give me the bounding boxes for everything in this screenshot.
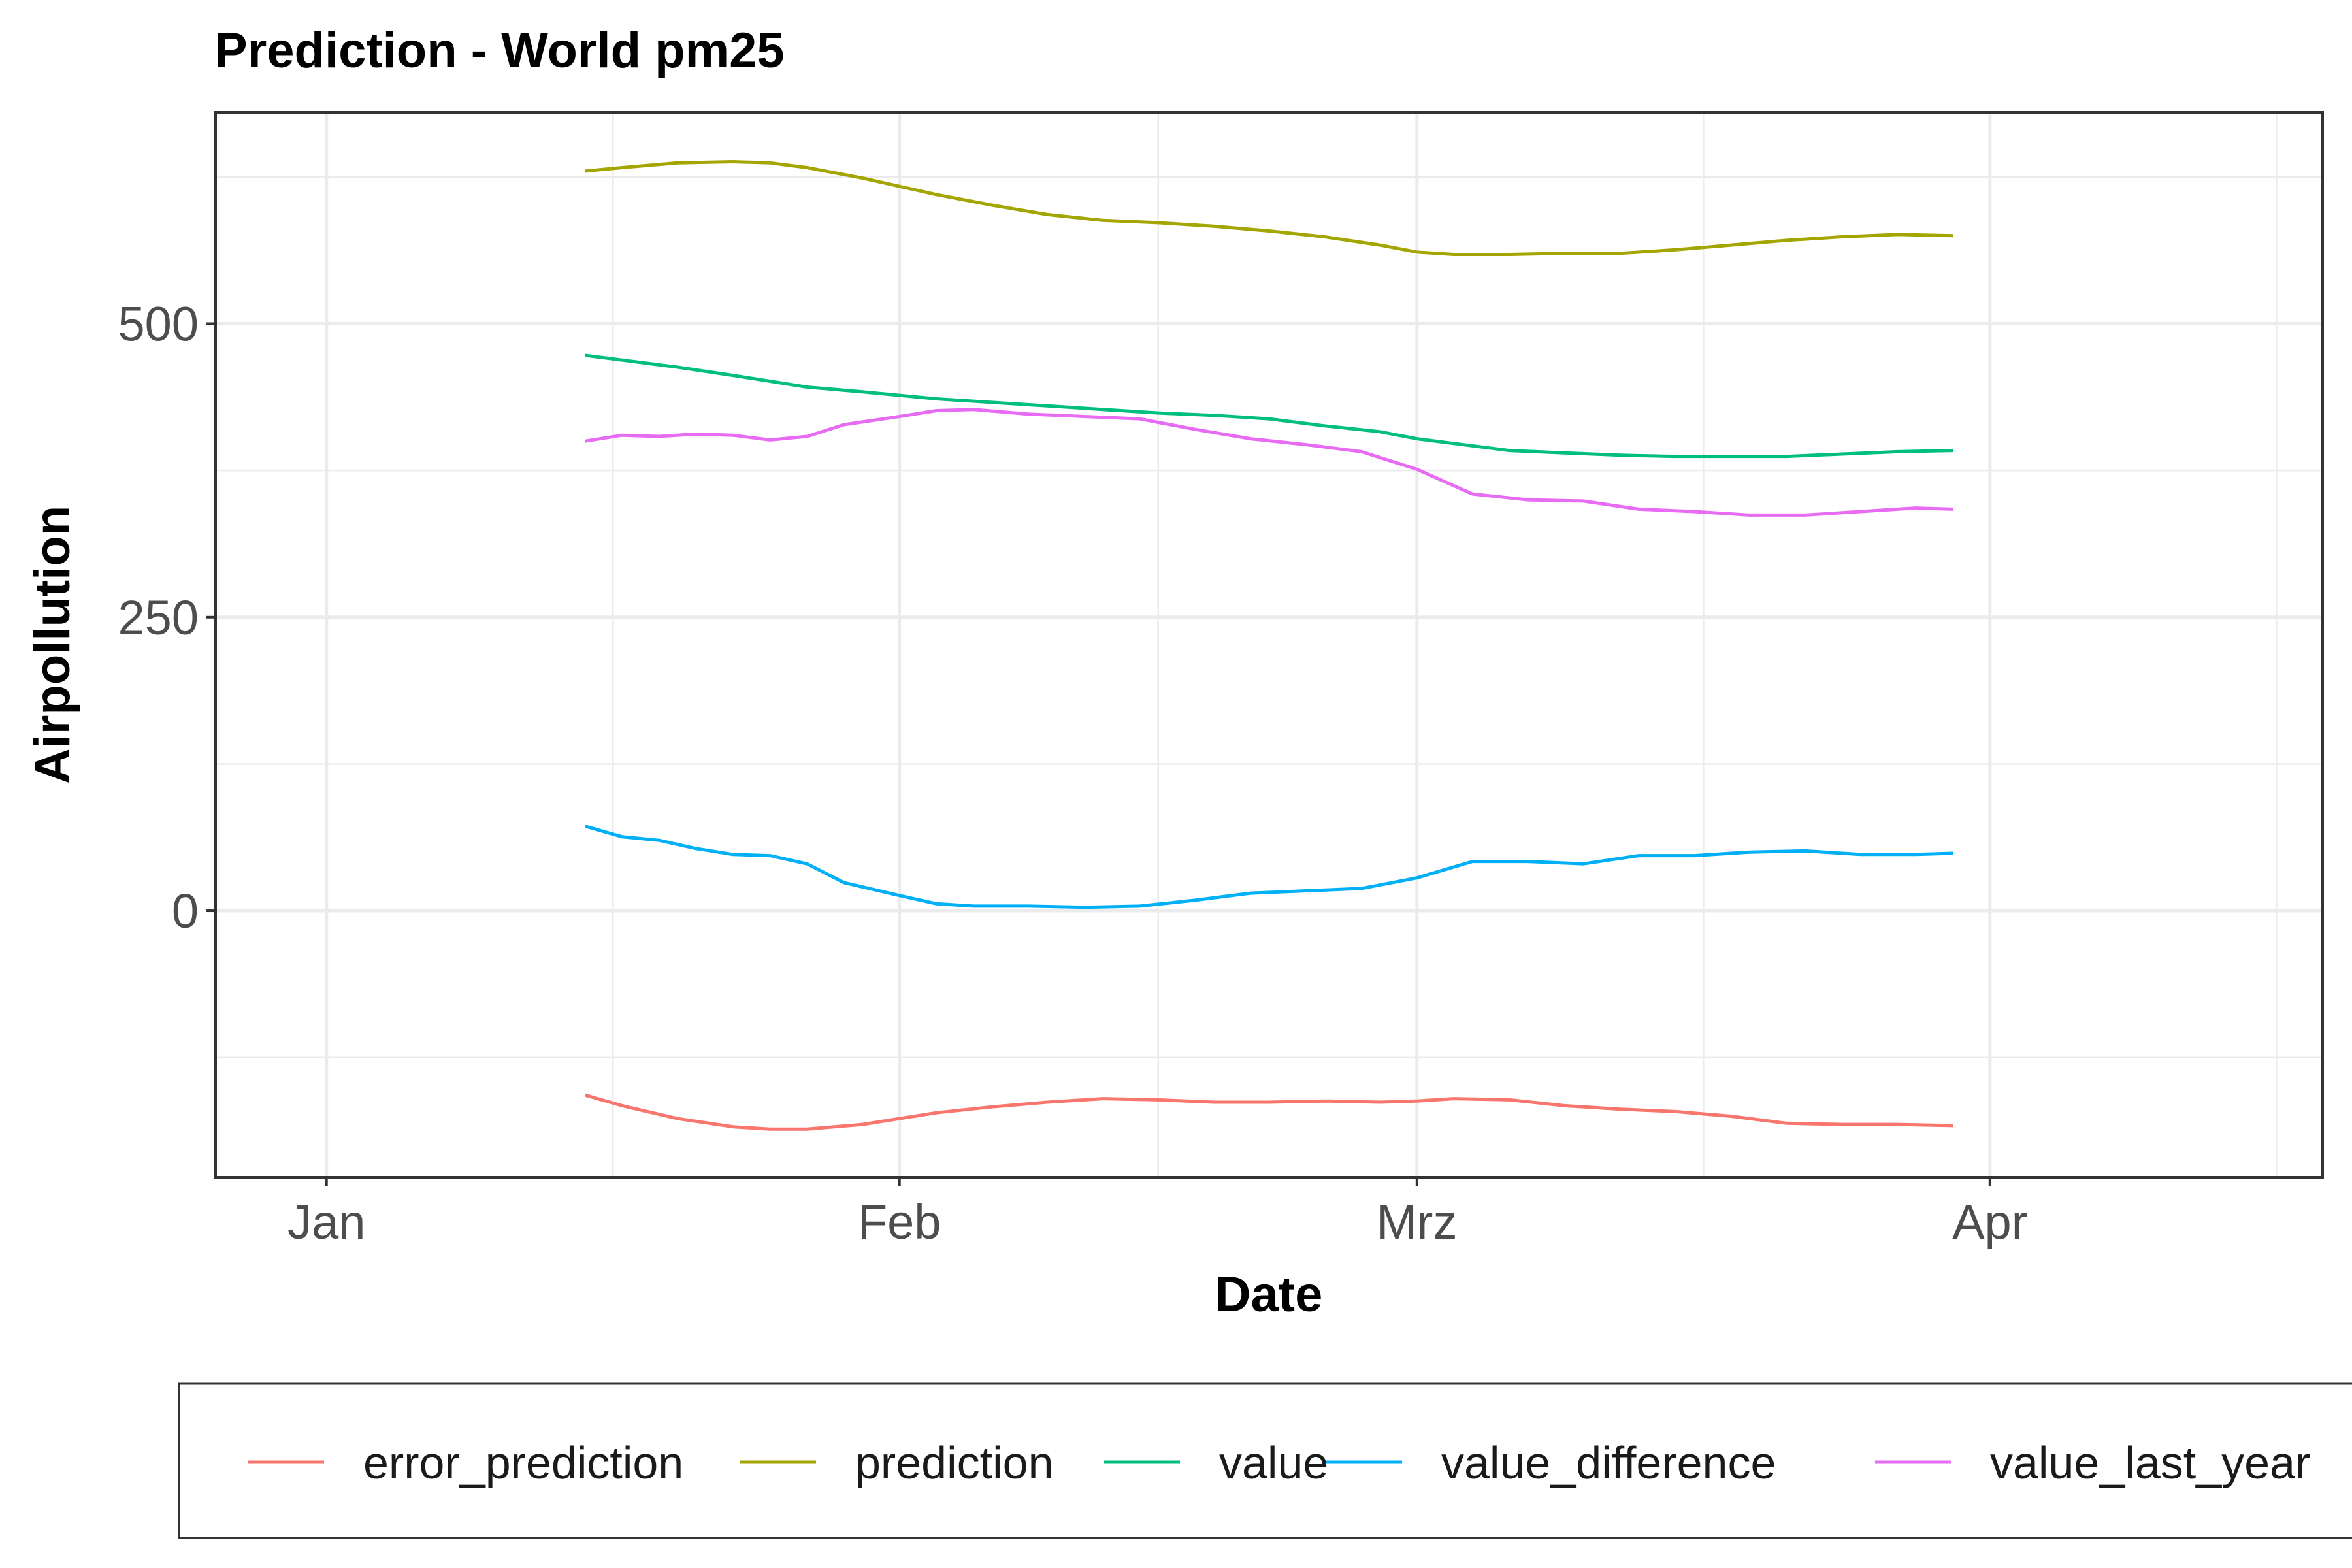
series-line-value_last_year [585,408,1953,517]
y-tick-label: 250 [118,591,199,645]
legend-label-error_prediction: error_prediction [363,1437,683,1488]
plot-panel-border [214,111,2324,1179]
legend-label-prediction: prediction [855,1437,1054,1488]
legend-label-value: value [1219,1437,1328,1488]
plot-panel-background [216,112,2323,1177]
series-lines [585,160,1953,1131]
chart-title: Prediction - World pm25 [214,23,785,78]
minor-gridlines [216,112,2323,1177]
x-tick-label: Jan [287,1195,365,1249]
legend-label-value_last_year: value_last_year [1990,1437,2310,1488]
y-tick-label: 500 [118,297,199,351]
y-tick-label: 0 [172,884,199,938]
x-axis-title: Date [1215,1267,1323,1322]
x-tick-label: Mrz [1377,1195,1457,1249]
x-tick-label: Apr [1952,1195,2027,1249]
series-line-error_prediction [585,1093,1953,1131]
legend-box [178,1382,2352,1539]
series-line-prediction [585,160,1953,256]
legend: error_prediction prediction value value_dif… [178,1382,2352,1539]
x-tick-label: Feb [858,1195,941,1249]
major-gridlines [216,112,2323,1177]
series-line-value_difference [585,825,1953,909]
y-axis: 0 250 500 [118,297,216,938]
y-axis-title: Airpollution [25,506,80,784]
legend-label-value_difference: value_difference [1441,1437,1776,1488]
series-line-value [585,353,1953,459]
x-axis: Jan Feb Mrz Apr [287,1177,2027,1249]
